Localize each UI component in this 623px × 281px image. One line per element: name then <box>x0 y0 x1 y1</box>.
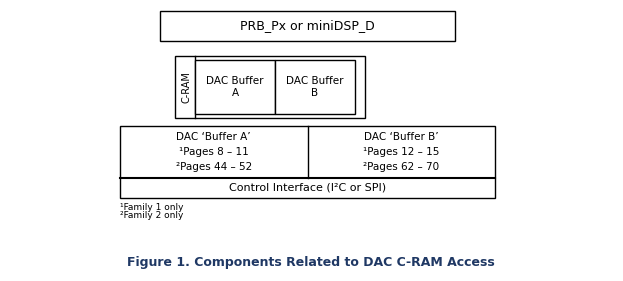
Text: DAC Buffer
A: DAC Buffer A <box>206 76 264 98</box>
Text: ²Pages 44 – 52: ²Pages 44 – 52 <box>176 162 252 172</box>
FancyBboxPatch shape <box>120 126 495 198</box>
Text: DAC Buffer
B: DAC Buffer B <box>286 76 344 98</box>
FancyBboxPatch shape <box>175 56 365 118</box>
Text: Figure 1. Components Related to DAC C-RAM Access: Figure 1. Components Related to DAC C-RA… <box>127 256 495 269</box>
Text: ¹Family 1 only: ¹Family 1 only <box>120 203 184 212</box>
FancyBboxPatch shape <box>160 11 455 41</box>
FancyBboxPatch shape <box>195 60 275 114</box>
Text: DAC ‘Buffer A’: DAC ‘Buffer A’ <box>176 132 251 142</box>
Text: ²Pages 62 – 70: ²Pages 62 – 70 <box>363 162 439 172</box>
Text: Control Interface (I²C or SPI): Control Interface (I²C or SPI) <box>229 183 386 193</box>
Text: ¹Pages 8 – 11: ¹Pages 8 – 11 <box>179 147 249 157</box>
Text: DAC ‘Buffer B’: DAC ‘Buffer B’ <box>364 132 439 142</box>
Text: C-RAM: C-RAM <box>182 71 192 103</box>
Text: ¹Pages 12 – 15: ¹Pages 12 – 15 <box>363 147 439 157</box>
Text: ²Family 2 only: ²Family 2 only <box>120 211 183 220</box>
FancyBboxPatch shape <box>275 60 355 114</box>
Text: PRB_Px or miniDSP_D: PRB_Px or miniDSP_D <box>240 19 375 33</box>
